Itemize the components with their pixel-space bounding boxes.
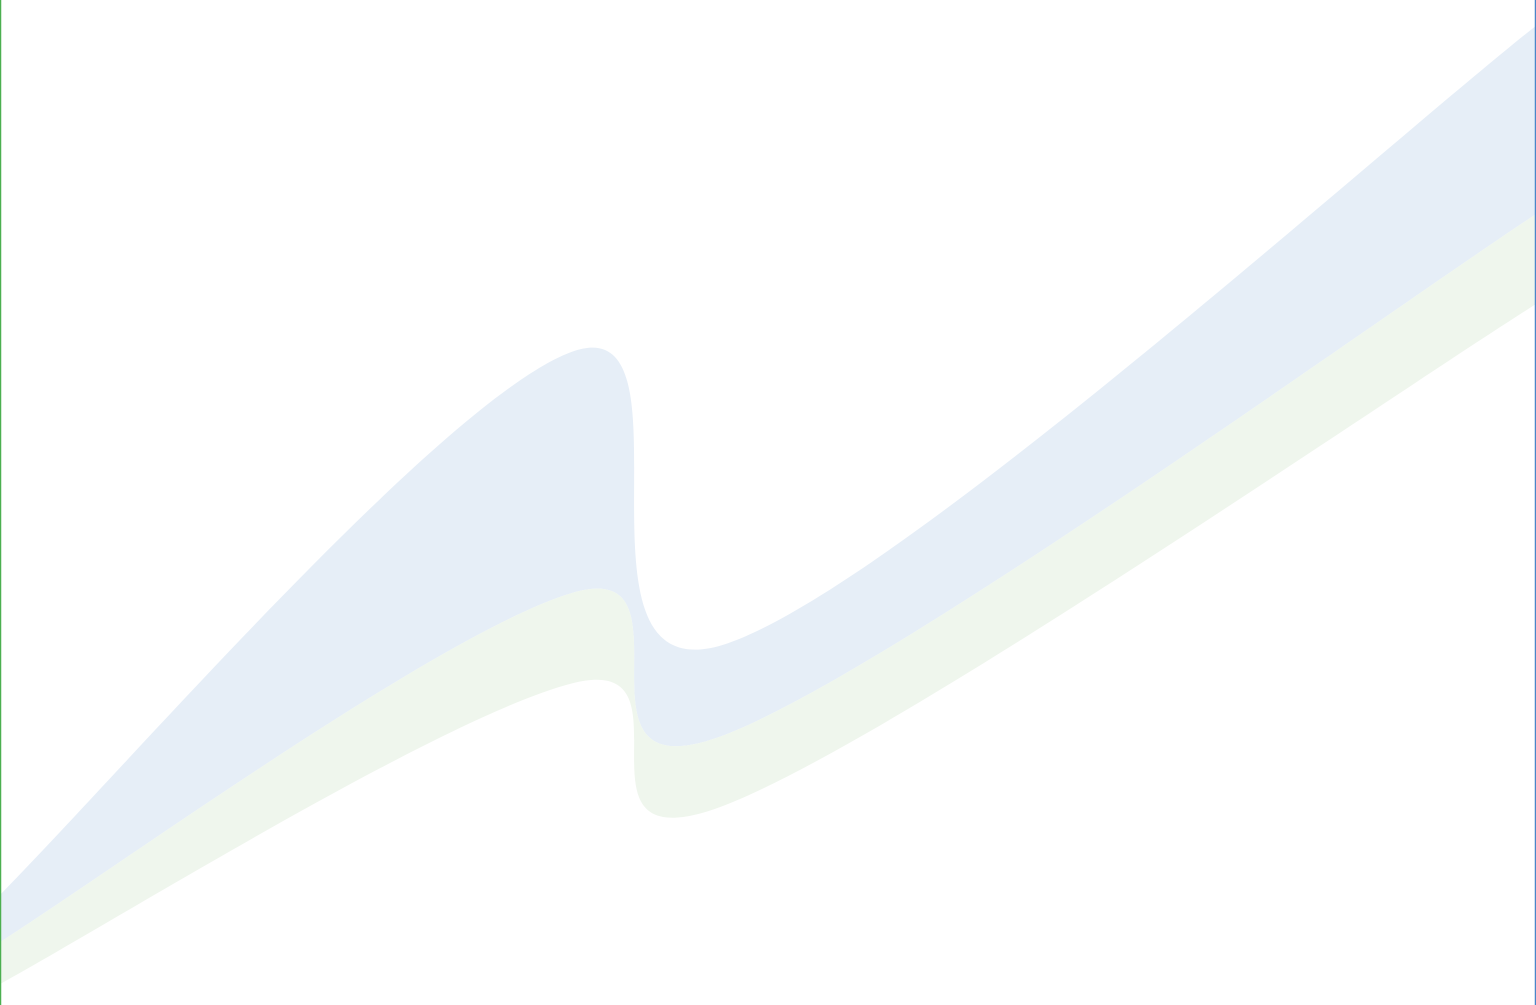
area-bands bbox=[0, 25, 1536, 985]
